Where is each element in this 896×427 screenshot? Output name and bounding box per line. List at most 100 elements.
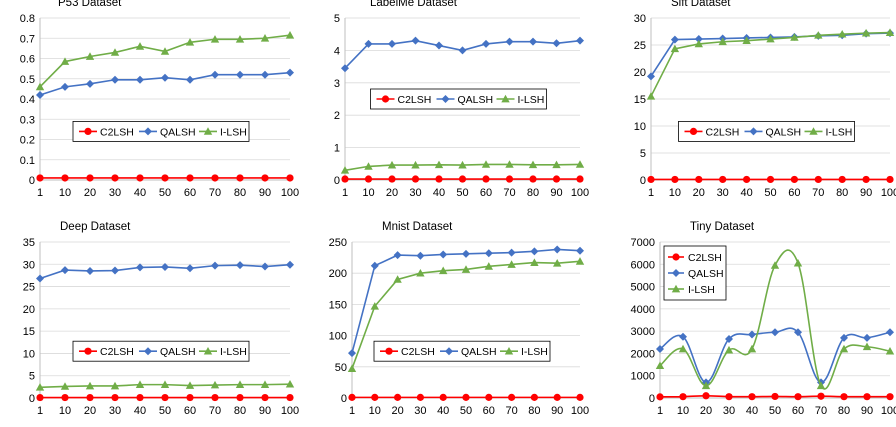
data-point [771,392,779,401]
y-tick-label: 5000 [631,282,655,294]
data-point [261,174,269,182]
y-tick-label: 0.6 [20,54,35,66]
y-tick-label: 250 [329,237,347,249]
legend-marker [203,347,213,355]
data-point [507,248,516,257]
data-point [260,380,270,388]
data-point [86,266,94,275]
series-i-lsh [347,257,585,373]
data-point [136,174,144,182]
x-tick-label: 70 [503,187,515,199]
data-point [348,349,356,358]
data-point [505,160,514,168]
data-point [656,393,664,401]
data-point [552,160,561,169]
data-point [236,70,244,79]
data-point [439,266,448,275]
x-tick-label: 90 [860,187,872,199]
series-i-lsh [646,28,895,100]
x-tick-label: 10 [59,405,71,417]
x-tick-label: 60 [480,187,492,199]
data-point [341,175,349,183]
data-point [86,393,94,402]
data-point [160,380,170,388]
data-point [434,160,444,169]
data-point [576,246,584,255]
legend-marker [749,127,758,136]
chart-panel-deep-dataset: 0 5 10 15 20 25 30 35 1 10 20 30 40 50 60 70 80 90 100 Deep… [23,221,299,417]
data-point [816,381,826,390]
legend-label: I-LSH [826,126,853,138]
data-point [462,249,470,258]
data-point [236,393,244,402]
series-qalsh [36,68,294,99]
data-point [863,393,871,401]
data-point [794,328,802,337]
data-point [462,393,470,401]
x-tick-label: 1 [342,187,348,199]
data-point [528,160,538,169]
data-point [286,68,294,77]
x-tick-label: 100 [281,405,299,417]
x-tick-label: 80 [528,405,540,417]
data-point [60,57,70,65]
data-point [575,257,585,265]
data-point [862,175,870,184]
data-point [210,35,220,43]
legend-marker [672,269,680,277]
legend-label: C2LSH [100,346,134,358]
y-tick-label: 3 [334,78,340,90]
legend-marker [381,95,390,103]
y-tick-label: 1 [334,143,340,155]
x-tick-label: 1 [37,187,43,199]
data-point [886,328,894,337]
data-point [863,333,871,342]
data-point [553,393,561,401]
data-point [458,46,467,55]
data-point [348,393,356,401]
data-point [647,72,655,81]
data-point [701,381,711,390]
x-tick-label: 90 [259,405,271,417]
data-point [530,247,539,256]
y-tick-label: 5 [334,13,340,25]
x-tick-label: 60 [184,405,196,417]
x-tick-label: 20 [391,405,403,417]
legend-label: QALSH [160,346,196,358]
legend: C2LSH QALSH I-LSH [72,121,250,142]
x-tick-label: 20 [700,405,712,417]
y-tick-label: 0 [334,175,340,187]
data-point [670,44,680,53]
data-point [394,393,402,401]
data-point [529,37,537,46]
data-point [670,35,679,44]
x-tick-label: 100 [571,405,589,417]
data-point [261,70,269,79]
series-c2lsh [348,393,584,401]
data-point [840,333,848,342]
series-c2lsh [36,174,294,182]
data-point [702,392,710,400]
y-tick-label: 0.1 [20,155,35,167]
legend-label: C2LSH [398,94,432,106]
x-tick-label: 70 [505,405,517,417]
data-point [286,174,294,182]
x-tick-label: 50 [764,187,776,199]
legend-label: C2LSH [100,126,134,138]
data-point [814,31,823,39]
x-tick-label: 30 [717,187,729,199]
data-point [508,393,516,401]
y-tick-label: 20 [23,304,35,316]
data-point [725,393,733,401]
data-point [347,364,357,373]
data-point [719,175,727,184]
data-point [411,160,420,169]
legend-label: C2LSH [706,126,740,138]
data-point [461,265,471,273]
data-point [161,73,169,82]
data-point [655,361,665,370]
data-point [885,28,895,36]
data-point [838,175,846,184]
data-point [838,30,847,38]
x-tick-label: 40 [134,187,146,199]
